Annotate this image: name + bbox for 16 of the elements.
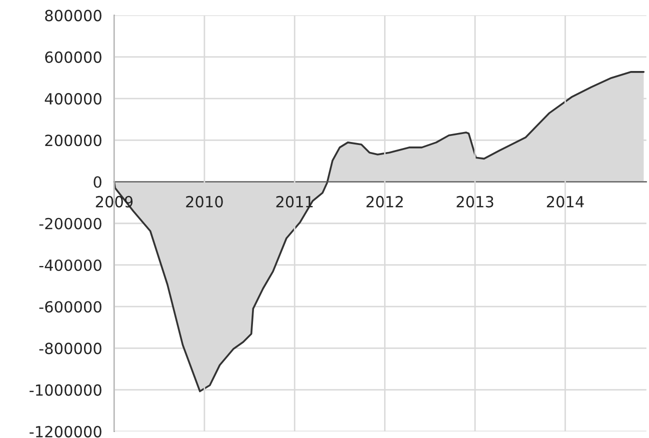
x-tick-label: 2010 (186, 196, 223, 208)
x-tick-label: 2013 (456, 196, 494, 208)
y-tick-label: 200000 (45, 134, 102, 146)
y-tick-label: -800000 (39, 342, 102, 354)
x-tick-label: 2014 (546, 196, 584, 208)
x-tick-label: 2012 (366, 196, 403, 208)
y-tick-label: 600000 (45, 51, 102, 63)
y-tick-label: 0 (94, 176, 102, 188)
y-tick-label: -400000 (39, 259, 102, 272)
y-tick-label: 400000 (44, 93, 102, 105)
y-tick-label: 800000 (45, 10, 102, 22)
y-tick-label: -1000000 (30, 384, 102, 396)
x-tick-label: 2011 (276, 196, 313, 208)
y-tick-label: -200000 (39, 218, 102, 230)
y-tick-label: -1200000 (30, 426, 102, 438)
y-tick-label: -600000 (39, 301, 102, 313)
